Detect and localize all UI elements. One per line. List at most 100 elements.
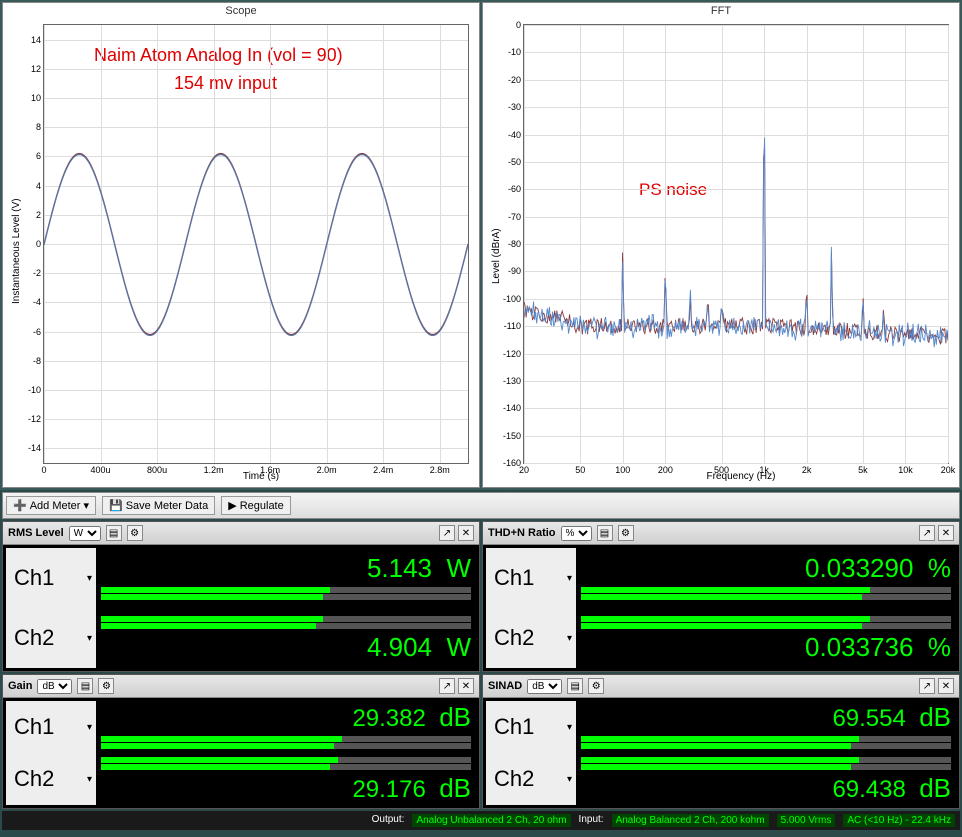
scope-ytick: -10	[28, 385, 44, 395]
gain-unit-select[interactable]: dB	[37, 679, 72, 694]
popout-icon[interactable]: ↗	[439, 525, 455, 541]
gain-body: Ch1 29.382 dB Ch2	[3, 698, 479, 808]
rms-ch2-display: 4.904 W	[96, 608, 476, 668]
play-icon: ▶	[228, 499, 236, 512]
sinad-title: SINAD	[488, 680, 522, 692]
scope-ytick: -8	[33, 356, 44, 366]
thdn-ch2-label[interactable]: Ch2	[486, 608, 576, 668]
gain-meter-panel: Gain dB ▤ ⚙ ↗ ✕ Ch1 29.382 dB	[2, 674, 480, 809]
gain-ch2-label[interactable]: Ch2	[6, 753, 96, 805]
thdn-body: Ch1 0.033290 % Ch2	[483, 545, 959, 671]
scope-xtick: 800u	[147, 463, 167, 475]
thdn-ch2-row: Ch2 0.033736 %	[486, 608, 956, 668]
scope-panel: Scope Instantaneous Level (V) Naim Atom …	[2, 2, 480, 488]
thdn-ch1-display: 0.033290 %	[576, 548, 956, 608]
close-icon[interactable]: ✕	[458, 525, 474, 541]
scope-xtick: 1.2m	[204, 463, 224, 475]
thdn-ch1-row: Ch1 0.033290 %	[486, 548, 956, 608]
fft-chart[interactable]: PS noise 0-10-20-30-40-50-60-70-80-90-10…	[523, 24, 949, 464]
gain-ch1-value: 29.382 dB	[96, 702, 476, 733]
add-meter-button[interactable]: ➕Add Meter ▾	[6, 496, 96, 515]
sinad-meter-panel: SINAD dB ▤ ⚙ ↗ ✕ Ch1 69.554 dB	[482, 674, 960, 809]
fft-ytick: -90	[508, 266, 524, 276]
gain-ch2-value: 29.176 dB	[96, 773, 476, 804]
regulate-button[interactable]: ▶ Regulate	[221, 496, 291, 515]
popout-icon[interactable]: ↗	[919, 525, 935, 541]
rms-ch2-value: 4.904 W	[96, 632, 476, 663]
rms-ch1-value: 5.143 W	[96, 553, 476, 584]
scope-chart[interactable]: Naim Atom Analog In (vol = 90) 154 mv in…	[43, 24, 469, 464]
gear-icon[interactable]: ⚙	[98, 678, 114, 694]
popout-icon[interactable]: ↗	[439, 678, 455, 694]
thdn-ch1-label[interactable]: Ch1	[486, 548, 576, 608]
gain-ch1-row: Ch1 29.382 dB	[6, 701, 476, 753]
fft-ytick: -150	[503, 431, 524, 441]
scope-ytick: 0	[36, 239, 44, 249]
scope-ytick: 4	[36, 181, 44, 191]
close-icon[interactable]: ✕	[938, 678, 954, 694]
popout-icon[interactable]: ↗	[919, 678, 935, 694]
filter-icon[interactable]: ▤	[597, 525, 613, 541]
sinad-ch1-value: 69.554 dB	[576, 702, 956, 733]
bw-value: AC (<10 Hz) - 22.4 kHz	[843, 814, 955, 827]
thdn-ch2-display: 0.033736 %	[576, 608, 956, 668]
regulate-label: Regulate	[240, 500, 284, 512]
fft-xtick: 200	[658, 463, 673, 475]
sinad-ch2-value: 69.438 dB	[576, 773, 956, 804]
sinad-ch2-label[interactable]: Ch2	[486, 753, 576, 805]
fft-y-label: Level (dBrA)	[491, 228, 502, 284]
output-label: Output:	[372, 814, 405, 827]
thdn-title: THD+N Ratio	[488, 527, 556, 539]
gear-icon[interactable]: ⚙	[127, 525, 143, 541]
scope-ytick: -6	[33, 327, 44, 337]
sinad-ch1-label[interactable]: Ch1	[486, 701, 576, 753]
filter-icon[interactable]: ▤	[567, 678, 583, 694]
fft-ytick: -100	[503, 294, 524, 304]
thdn-ch1-value: 0.033290 %	[576, 553, 956, 584]
scope-ytick: -14	[28, 443, 44, 453]
scope-ytick: -2	[33, 268, 44, 278]
output-value: Analog Unbalanced 2 Ch, 20 ohm	[412, 814, 570, 827]
fft-ytick: 0	[516, 20, 524, 30]
scope-ytick: 14	[31, 35, 44, 45]
thdn-unit-select[interactable]: %	[561, 526, 592, 541]
fft-xtick: 20	[519, 463, 529, 475]
scope-ytick: 2	[36, 210, 44, 220]
scope-title: Scope	[3, 3, 479, 19]
fft-ytick: -30	[508, 102, 524, 112]
rms-body: Ch1 5.143 W Ch2	[3, 545, 479, 671]
fft-ytick: -70	[508, 212, 524, 222]
fft-xtick: 5k	[858, 463, 868, 475]
fft-ytick: -120	[503, 349, 524, 359]
status-bar: Output: Analog Unbalanced 2 Ch, 20 ohm I…	[2, 811, 960, 830]
scope-ytick: 6	[36, 151, 44, 161]
rms-unit-select[interactable]: W	[69, 526, 101, 541]
filter-icon[interactable]: ▤	[77, 678, 93, 694]
fft-ytick: -60	[508, 184, 524, 194]
gear-icon[interactable]: ⚙	[588, 678, 604, 694]
save-meter-button[interactable]: 💾Save Meter Data	[102, 496, 215, 515]
close-icon[interactable]: ✕	[938, 525, 954, 541]
scope-xtick: 2.0m	[317, 463, 337, 475]
meter-grid: RMS Level W ▤ ⚙ ↗ ✕ Ch1 5.143 W	[2, 521, 960, 809]
fft-xtick: 20k	[941, 463, 956, 475]
rms-ch1-label[interactable]: Ch1	[6, 548, 96, 608]
sinad-ch2-display: 69.438 dB	[576, 753, 956, 805]
fft-panel: FFT Level (dBrA) PS noise 0-10-20-30-40-…	[482, 2, 960, 488]
filter-icon[interactable]: ▤	[106, 525, 122, 541]
fft-xtick: 50	[575, 463, 585, 475]
gain-ch1-label[interactable]: Ch1	[6, 701, 96, 753]
scope-y-label: Instantaneous Level (V)	[11, 198, 22, 304]
sinad-unit-select[interactable]: dB	[527, 679, 562, 694]
rms-title: RMS Level	[8, 527, 64, 539]
rms-ch2-label[interactable]: Ch2	[6, 608, 96, 668]
gear-icon[interactable]: ⚙	[618, 525, 634, 541]
close-icon[interactable]: ✕	[458, 678, 474, 694]
rms-header: RMS Level W ▤ ⚙ ↗ ✕	[3, 522, 479, 545]
sinad-body: Ch1 69.554 dB Ch2	[483, 698, 959, 808]
scope-ytick: 10	[31, 93, 44, 103]
sinad-header: SINAD dB ▤ ⚙ ↗ ✕	[483, 675, 959, 698]
input-value: Analog Balanced 2 Ch, 200 kohm	[612, 814, 769, 827]
scope-ytick: 12	[31, 64, 44, 74]
thdn-meter-panel: THD+N Ratio % ▤ ⚙ ↗ ✕ Ch1 0.033290 %	[482, 521, 960, 672]
